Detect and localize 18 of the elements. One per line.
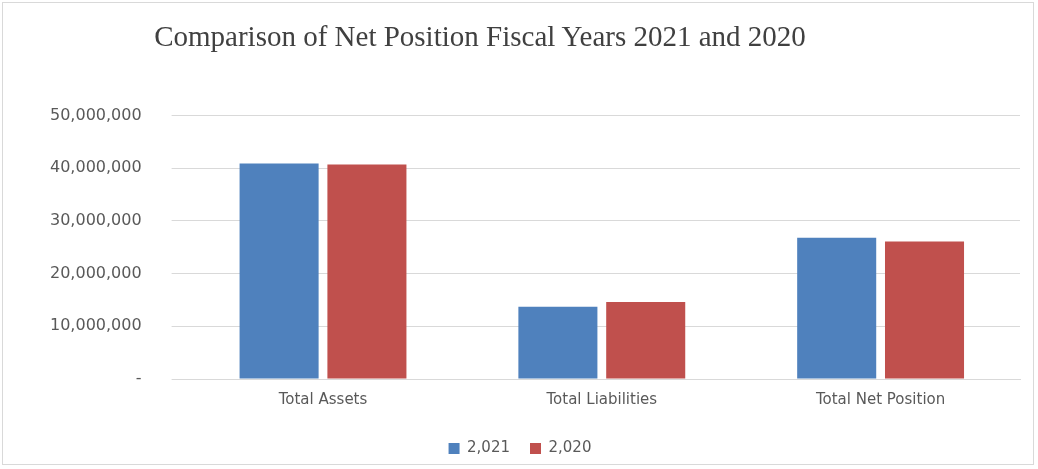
- y-tick-label: -: [135, 368, 142, 388]
- bar: [239, 163, 319, 379]
- y-tick-label: 10,000,000: [50, 315, 142, 335]
- x-tick-label: Total Assets: [277, 389, 368, 408]
- bar: [327, 164, 407, 379]
- legend-label: 2,020: [548, 438, 592, 457]
- legend-label: 2,021: [467, 438, 511, 457]
- bar: [518, 306, 598, 379]
- bar: [797, 237, 877, 379]
- y-tick-label: 20,000,000: [50, 262, 142, 282]
- y-tick-label: 40,000,000: [50, 157, 142, 177]
- chart-title: Comparison of Net Position Fiscal Years 2021 and 2020: [153, 20, 807, 53]
- bar: [606, 302, 686, 379]
- y-tick-label: 50,000,000: [50, 104, 142, 124]
- bar: [884, 241, 965, 379]
- x-tick-label: Total Net Position: [814, 389, 946, 408]
- x-tick-label: Total Liabilities: [545, 389, 658, 408]
- y-tick-label: 30,000,000: [50, 210, 142, 230]
